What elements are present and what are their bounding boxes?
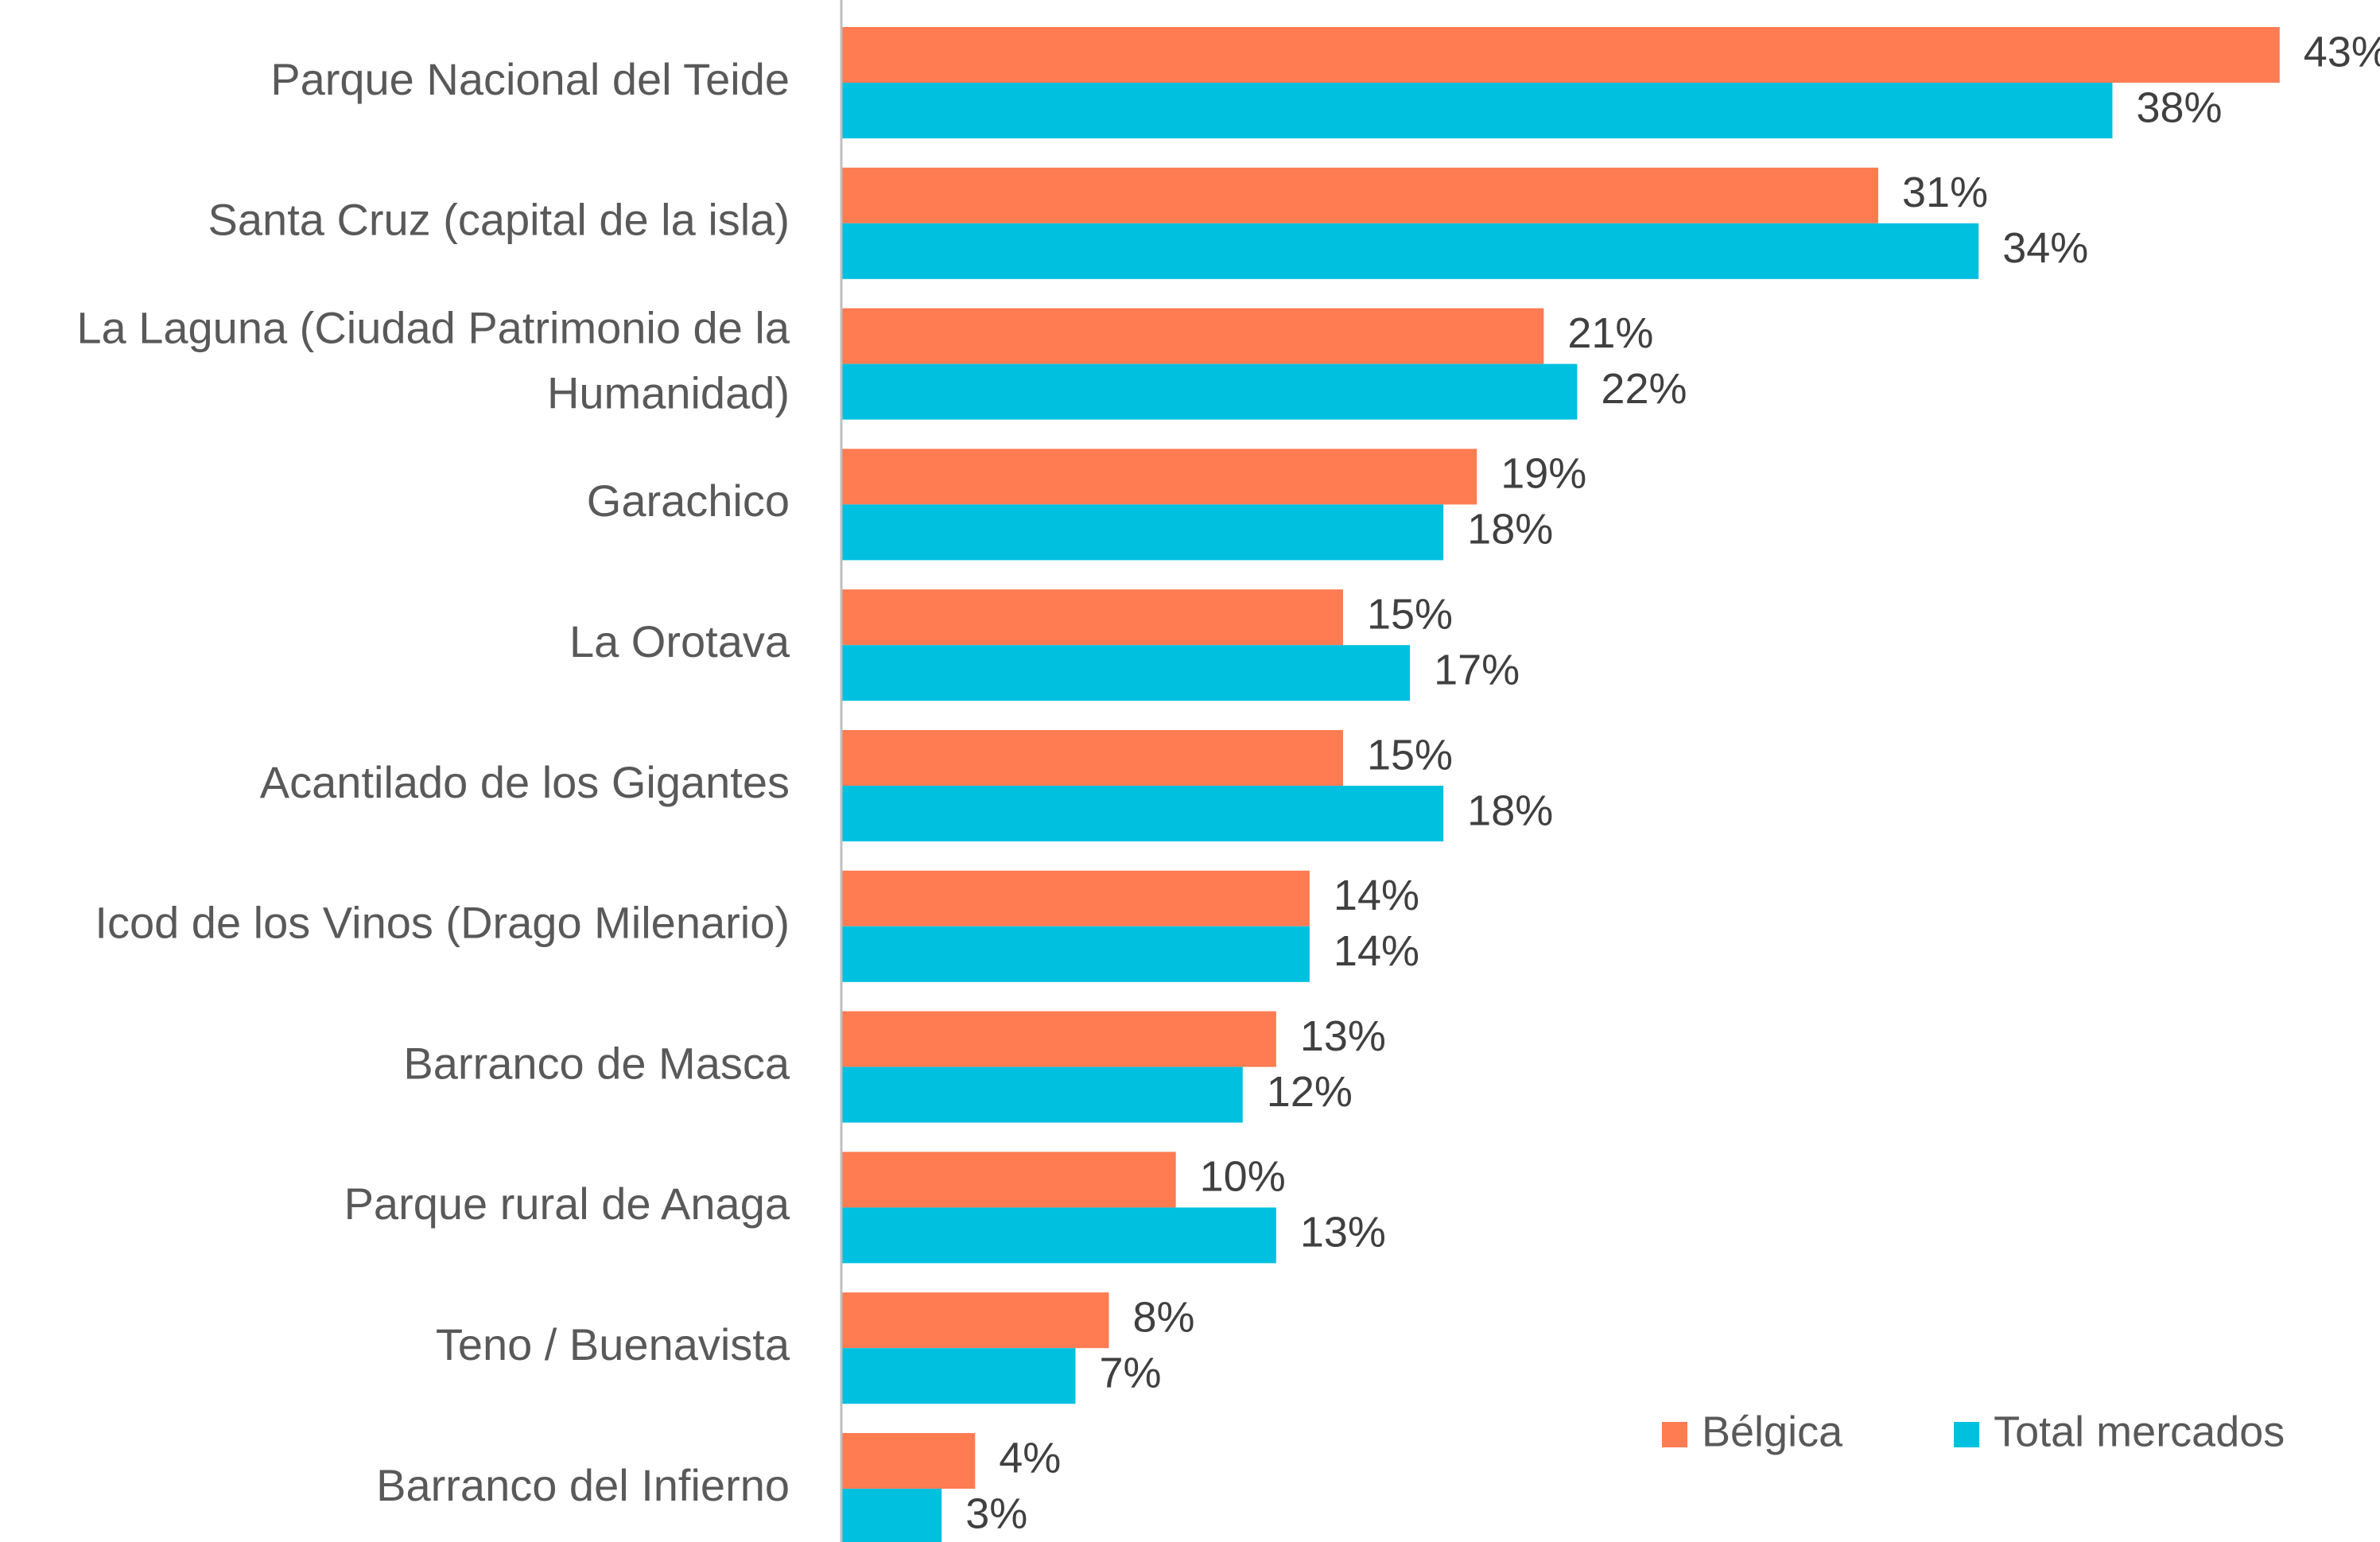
value-label: 14% — [1334, 927, 1419, 975]
bar — [841, 1489, 942, 1542]
bar — [841, 1292, 1109, 1349]
bar — [841, 1433, 976, 1489]
bar — [841, 1207, 1276, 1264]
value-label: 15% — [1367, 590, 1453, 638]
value-label: 22% — [1601, 365, 1687, 413]
category-label: Icod de los Vinos (Drago Milenario) — [95, 898, 790, 948]
value-label: 12% — [1267, 1068, 1353, 1116]
bar — [841, 363, 1578, 420]
bar — [841, 1348, 1076, 1404]
value-label: 14% — [1334, 872, 1419, 919]
value-label: 43% — [2304, 28, 2380, 76]
category-label: Barranco del Infierno — [376, 1460, 790, 1510]
value-label: 3% — [965, 1490, 1027, 1537]
bar — [841, 504, 1444, 561]
value-label: 31% — [1902, 169, 1988, 216]
category-label: La Laguna (Ciudad Patrimonio de la Humani… — [76, 302, 790, 418]
category-label: Barranco de Masca — [403, 1038, 790, 1088]
value-label: 10% — [1200, 1153, 1286, 1201]
value-label: 17% — [1434, 646, 1520, 693]
bar — [841, 786, 1444, 841]
value-label: 34% — [2002, 224, 2088, 272]
value-label: 38% — [2136, 84, 2222, 131]
bar — [841, 83, 2113, 138]
bar — [841, 1011, 1276, 1067]
bar — [841, 167, 1879, 223]
legend-swatch — [1662, 1422, 1687, 1447]
bar — [841, 223, 1979, 279]
category-label: Garachico — [587, 476, 790, 526]
value-label: 13% — [1300, 1209, 1386, 1257]
value-label: 8% — [1133, 1293, 1195, 1341]
value-label: 13% — [1300, 1012, 1386, 1060]
legend-label: Bélgica — [1702, 1408, 1843, 1455]
category-label: Teno / Buenavista — [436, 1319, 790, 1369]
legend-swatch — [1954, 1422, 1980, 1447]
category-label: Acantilado de los Gigantes — [260, 757, 790, 807]
value-label: 18% — [1467, 506, 1553, 553]
category-label: Parque rural de Anaga — [344, 1179, 790, 1229]
value-label: 4% — [999, 1434, 1061, 1482]
bar — [841, 926, 1310, 982]
value-label: 7% — [1099, 1349, 1161, 1396]
bar — [841, 308, 1544, 364]
category-label: Parque Nacional del Teide — [270, 54, 790, 104]
category-label: Santa Cruz (capital de la isla) — [208, 195, 790, 245]
bar — [841, 589, 1343, 646]
bar — [841, 730, 1343, 786]
bar — [841, 27, 2280, 83]
category-label: La Orotava — [569, 616, 790, 666]
value-label: 18% — [1467, 787, 1553, 834]
legend-label: Total mercados — [1994, 1408, 2285, 1455]
value-label: 19% — [1501, 450, 1586, 498]
value-label: 15% — [1367, 731, 1453, 779]
bar — [841, 645, 1411, 701]
bar — [841, 1152, 1176, 1208]
value-label: 21% — [1567, 309, 1653, 357]
bar — [841, 449, 1477, 505]
bar — [841, 1066, 1243, 1123]
bar — [841, 870, 1310, 926]
